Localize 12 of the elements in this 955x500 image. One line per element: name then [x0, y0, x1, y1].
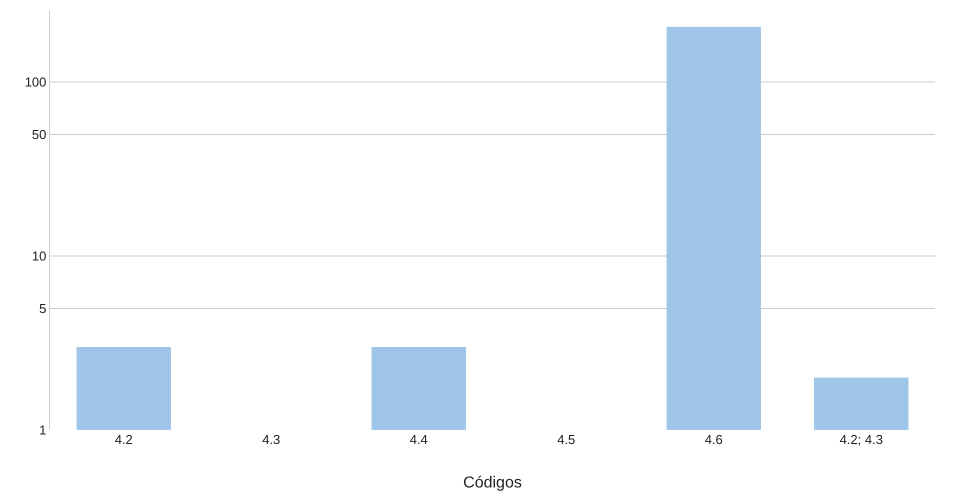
x-tick-label: 4.5	[557, 432, 576, 447]
y-tick-label: 100	[24, 74, 46, 90]
y-tick-label: 5	[39, 300, 46, 316]
x-axis-title: Códigos	[463, 474, 522, 492]
x-tick-label: 4.2	[114, 432, 133, 447]
x-tick-label: 4.6	[704, 432, 723, 447]
y-tick-label: 50	[32, 127, 46, 142]
y-tick-label: 1	[39, 422, 46, 438]
x-tick-label: 4.3	[262, 432, 280, 447]
x-tick-label: 4.2; 4.3	[840, 432, 883, 447]
x-tick-label: 4.4	[410, 432, 428, 447]
y-tick-label: 10	[32, 248, 46, 264]
